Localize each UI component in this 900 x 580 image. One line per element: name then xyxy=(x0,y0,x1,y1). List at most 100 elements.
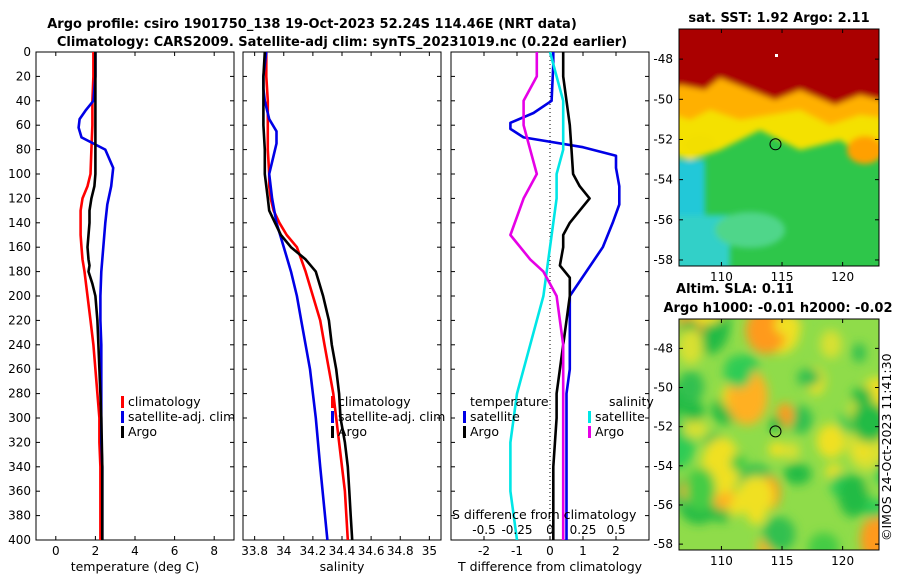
lat-tick-label: -50 xyxy=(653,92,673,106)
lat-tick-label: -56 xyxy=(653,213,673,227)
sla-texture-blob xyxy=(679,370,704,403)
series-line-satellite-adj-clim xyxy=(262,52,329,540)
sla-texture-blob xyxy=(788,405,813,434)
legend-swatch-sal-argo xyxy=(588,426,591,438)
sla-texture-blob xyxy=(820,330,842,359)
legend-temp-satellite: satellite xyxy=(470,409,520,424)
salinity-x-axis: 33.8 34 34.2 34.4 34.6 34.8 35 xyxy=(241,51,441,558)
sla-texture-blob xyxy=(685,467,716,512)
sla-texture-blob xyxy=(782,442,800,460)
legend-argo: Argo xyxy=(128,424,157,439)
temperature-x-axis: 0 2 4 6 8 xyxy=(52,52,218,558)
depth-tick-label: 220 xyxy=(8,313,31,327)
sla-texture-blob xyxy=(783,463,812,485)
depth-tick-label: 80 xyxy=(16,143,31,157)
sla-texture-blob xyxy=(762,516,796,550)
sla-texture-blob xyxy=(730,453,747,473)
legend-swatch-climatology xyxy=(121,396,124,408)
depth-tick-label: 240 xyxy=(8,338,31,352)
lat-tick-label: -48 xyxy=(653,341,673,355)
difference-legend: temperature satellite Argo salinity sate… xyxy=(463,394,654,439)
x-tick-label: 4 xyxy=(131,544,139,558)
warm-eddy xyxy=(685,135,715,155)
x-tick-label: -2 xyxy=(478,544,490,558)
depth-tick-label: 280 xyxy=(8,387,31,401)
imos-footer: ©IMOS 24-Oct-2023 11:41:30 xyxy=(879,353,894,541)
legend-sal-satellite: satellite xyxy=(595,409,645,424)
depth-tick-label: 300 xyxy=(8,411,31,425)
legend-temp-argo: Argo xyxy=(470,424,499,439)
legend-satellite: satellite-adj. clim xyxy=(128,409,235,424)
sla-texture-blob xyxy=(774,319,802,336)
salinity-legend: climatology satellite-adj. clim Argo xyxy=(331,394,445,439)
series-line-temperature-argo xyxy=(551,52,591,540)
x-tick-label: 35 xyxy=(422,544,437,558)
depth-tick-label: 320 xyxy=(8,435,31,449)
lat-tick-label: -54 xyxy=(653,173,673,187)
sst-map-axes: 110 115 120 -48 -50 -52 -54 -56 -58 xyxy=(653,29,879,284)
sla-texture-blob xyxy=(874,463,879,483)
depth-tick-label: 0 xyxy=(23,45,31,59)
legend-satellite: satellite-adj. clim xyxy=(338,409,445,424)
s-tick-label: -0.25 xyxy=(501,523,532,537)
x-tick-label: 2 xyxy=(612,544,620,558)
legend-swatch-satellite xyxy=(121,411,124,423)
lon-tick-label: 110 xyxy=(710,554,733,568)
x-tick-label: 0 xyxy=(546,544,554,558)
depth-tick-label: 60 xyxy=(16,118,31,132)
series-line-salinity-satellite xyxy=(509,52,565,540)
lon-tick-label: 115 xyxy=(771,270,794,284)
depth-tick-label: 340 xyxy=(8,460,31,474)
sla-texture-blob xyxy=(694,319,721,325)
x-tick-label: -1 xyxy=(511,544,523,558)
sla-texture-blob xyxy=(768,441,786,458)
depth-tick-label: 140 xyxy=(8,216,31,230)
x-tick-label: 34.8 xyxy=(387,544,414,558)
x-tick-label: 0 xyxy=(52,544,60,558)
sla-texture-blob xyxy=(816,424,846,459)
series-line-temperature-satellite xyxy=(509,52,621,540)
sla-map-title: Altim. SLA: 0.11 xyxy=(676,282,794,297)
legend-salinity-header: salinity xyxy=(609,394,654,409)
s-difference-label: S difference from climatology xyxy=(452,507,637,522)
argo-float-marker xyxy=(769,138,782,151)
series-line-climatology xyxy=(79,52,102,540)
sla-texture-blob xyxy=(850,402,879,443)
s-tick-label: 0.5 xyxy=(606,523,625,537)
series-line-salinity-argo xyxy=(509,52,565,540)
lat-tick-label: -50 xyxy=(653,381,673,395)
sla-texture-blob xyxy=(684,401,705,422)
lon-tick-label: 120 xyxy=(831,554,854,568)
legend-sal-argo: Argo xyxy=(595,424,624,439)
difference-panel: -2 -1 0 1 2 -0.5 -0.25 0 0.25 0.5 S difference f… xyxy=(450,51,654,574)
lat-tick-label: -52 xyxy=(653,420,673,434)
sla-texture-blob xyxy=(682,420,709,439)
lat-tick-label: -52 xyxy=(653,132,673,146)
sla-texture-blob xyxy=(723,355,753,388)
legend-climatology: climatology xyxy=(338,394,411,409)
s-tick-label: -0.5 xyxy=(472,523,495,537)
depth-tick-label: 100 xyxy=(8,167,31,181)
depth-tick-label: 40 xyxy=(16,94,31,108)
t-difference-axis-label: T difference from climatology xyxy=(457,559,643,574)
sla-map-subtitle: Argo h1000: -0.01 h2000: -0.02 xyxy=(663,301,892,316)
legend-swatch-climatology xyxy=(331,396,334,408)
sst-field xyxy=(679,29,879,266)
legend-swatch-temp-argo xyxy=(463,426,466,438)
series-line-argo xyxy=(262,52,354,540)
sla-texture-blob xyxy=(838,474,869,518)
x-tick-label: 33.8 xyxy=(241,544,268,558)
lat-tick-label: -54 xyxy=(653,459,673,473)
figure-title-line1: Argo profile: csiro 1901750_138 19-Oct-2… xyxy=(47,17,577,32)
series-line-argo xyxy=(86,52,104,540)
temperature-panel: 0204060801001201401601802002202402602803… xyxy=(8,45,235,574)
salinity-axis-label: salinity xyxy=(320,559,365,574)
depth-tick-label: 400 xyxy=(8,533,31,547)
sla-field xyxy=(679,319,879,550)
sst-map-title: sat. SST: 1.92 Argo: 2.11 xyxy=(688,11,869,26)
sla-map-frame xyxy=(678,318,880,551)
lon-tick-label: 115 xyxy=(771,554,794,568)
x-tick-label: 8 xyxy=(210,544,218,558)
sla-texture-blob xyxy=(852,343,867,363)
temperature-legend: climatology satellite-adj. clim Argo xyxy=(121,394,235,439)
